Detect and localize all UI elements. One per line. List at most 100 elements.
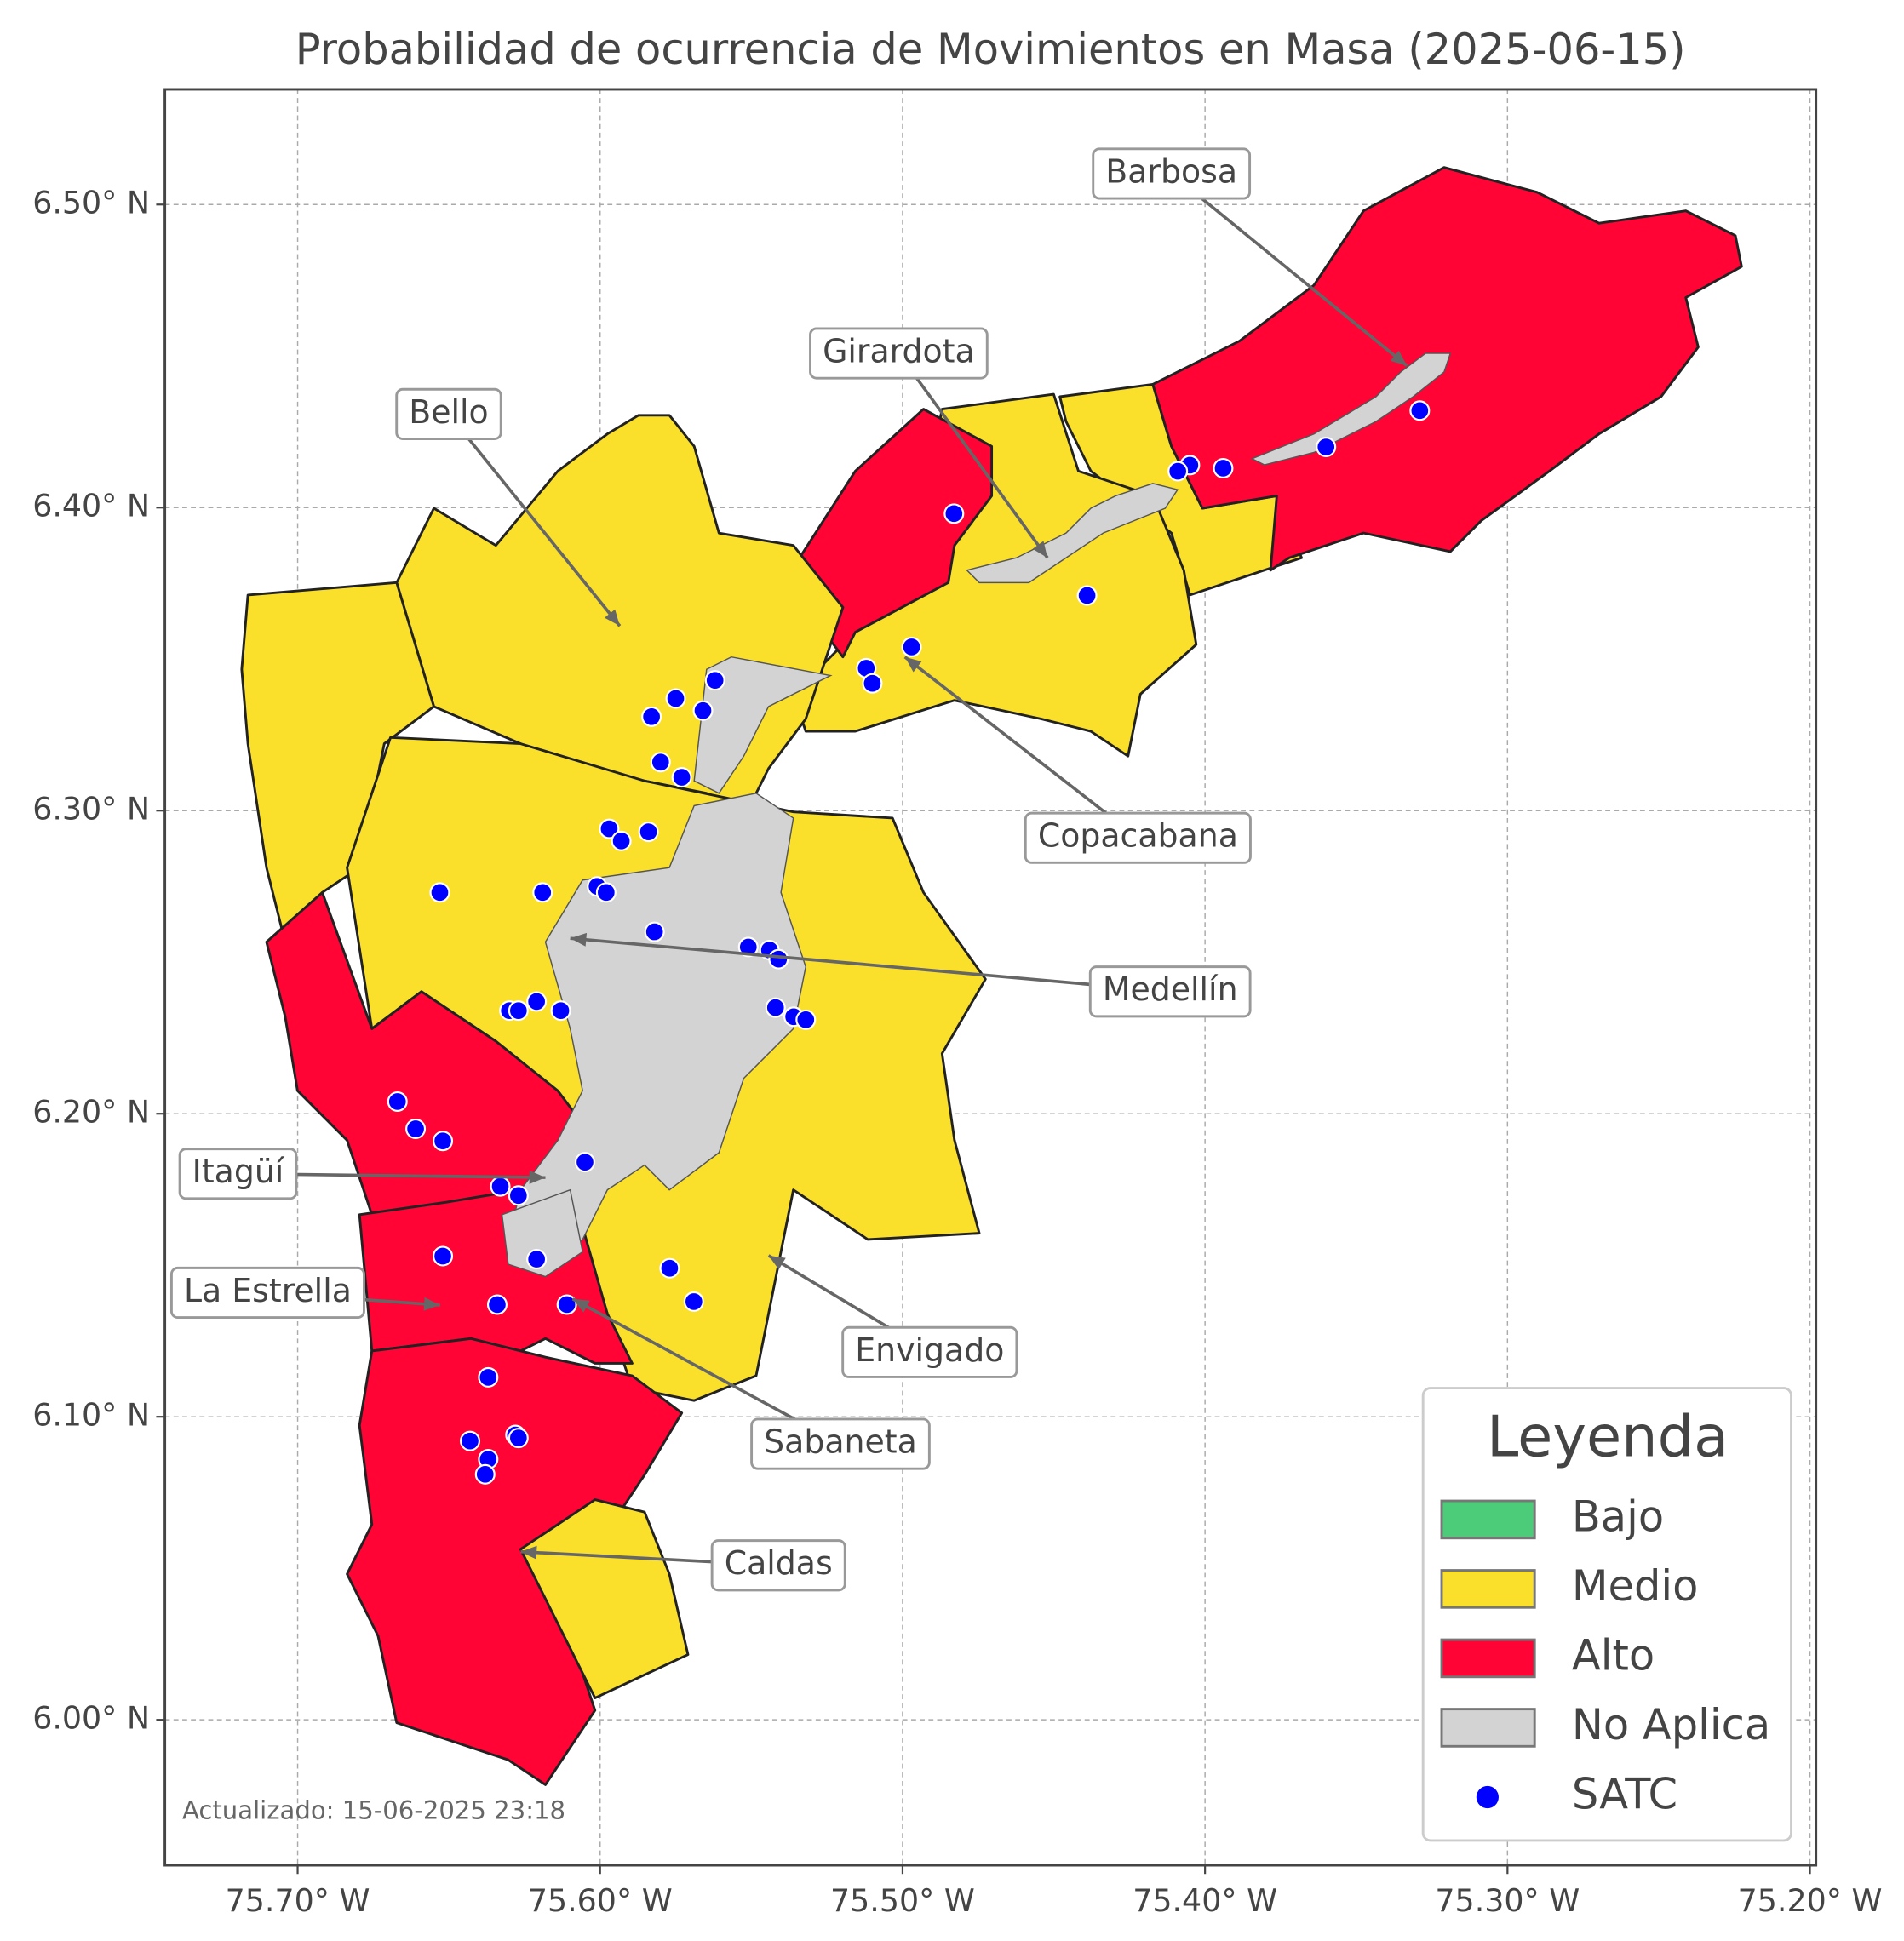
annotation-label: La Estrella: [184, 1272, 352, 1309]
legend-label: Alto: [1572, 1630, 1655, 1680]
annotation-box: [395, 387, 502, 440]
plot-frame: [163, 88, 1818, 1867]
satc-station: [768, 948, 789, 970]
legend-label: Bajo: [1572, 1492, 1664, 1541]
satc-station: [599, 818, 620, 839]
legend-label: No Aplica: [1572, 1700, 1770, 1749]
satc-station: [1409, 400, 1431, 421]
arrow-head: [1032, 541, 1048, 558]
arrow-head: [904, 656, 922, 673]
satc-station: [526, 991, 548, 1012]
legend-title: Leyenda: [1487, 1403, 1729, 1469]
arrow-head: [604, 609, 620, 627]
satc-station: [641, 706, 662, 727]
satc-station: [474, 1463, 496, 1485]
annotation-label: Caldas: [725, 1544, 833, 1582]
annotation-label: Envigado: [855, 1331, 1004, 1369]
satc-station: [943, 503, 965, 524]
y-tick-label: 6.20° N: [32, 1094, 150, 1131]
satc-station: [1316, 437, 1337, 458]
satc-station: [508, 1428, 529, 1449]
region-alto: [1151, 166, 1743, 572]
satc-station: [665, 688, 686, 709]
satc-station: [638, 822, 659, 843]
satc-station: [1213, 457, 1234, 478]
satc-station: [526, 1249, 548, 1270]
x-tick-label: 75.60° W: [528, 1882, 673, 1919]
satc-station: [490, 1176, 511, 1197]
y-tick-label: 6.10° N: [32, 1397, 150, 1434]
region-no-aplica: [501, 1188, 584, 1278]
satc-station: [574, 1152, 595, 1173]
arrow-head: [768, 1255, 786, 1270]
region-no-aplica: [508, 793, 806, 1265]
x-tick-label: 75.50° W: [830, 1882, 975, 1919]
legend-label: Medio: [1572, 1561, 1699, 1611]
satc-station: [387, 1091, 408, 1112]
footnote: Actualizado: 15-06-2025 23:18: [182, 1795, 565, 1824]
annotation-box: [1024, 811, 1252, 864]
satc-station: [556, 1294, 577, 1315]
arrow-head: [570, 932, 588, 947]
annotation-arrow: [897, 352, 1049, 559]
annotation-box: [809, 327, 989, 380]
annotation-box: [710, 1539, 846, 1592]
legend-swatch: [1440, 1499, 1536, 1540]
annotation-label: Itagüí: [192, 1153, 285, 1190]
region-no-aplica: [1250, 352, 1452, 466]
annotation-arrow: [447, 413, 622, 627]
satc-station: [862, 673, 883, 694]
satc-station: [692, 700, 714, 721]
annotation-label: Medellín: [1103, 970, 1238, 1008]
map-title: Probabilidad de ocurrencia de Movimiento…: [295, 25, 1686, 74]
satc-station: [478, 1366, 499, 1388]
satc-station: [508, 1000, 529, 1022]
satc-station: [659, 1257, 680, 1279]
annotation-box: [178, 1148, 298, 1200]
y-tick-label: 6.30° N: [32, 791, 150, 827]
satc-station: [595, 882, 617, 903]
satc-station: [433, 1245, 454, 1267]
satc-station: [405, 1118, 427, 1140]
region-no-aplica: [693, 656, 833, 794]
x-tick-label: 75.40° W: [1133, 1882, 1277, 1919]
satc-station: [795, 1009, 817, 1030]
annotation-label: Girardota: [823, 333, 975, 370]
region-no-aplica: [966, 483, 1179, 584]
annotation-box: [169, 1266, 365, 1320]
satc-station: [508, 1185, 529, 1206]
y-tick-label: 6.40° N: [32, 488, 150, 524]
annotation-arrow: [570, 936, 1171, 993]
legend-marker: [1476, 1785, 1499, 1809]
annotation-box: [841, 1325, 1018, 1378]
arrow-head: [423, 1297, 440, 1311]
satc-station: [671, 767, 692, 788]
annotation-label: Sabaneta: [764, 1423, 917, 1461]
annotation-label: Bello: [409, 393, 488, 431]
satc-station: [433, 1131, 454, 1152]
satc-station: [1076, 585, 1098, 606]
x-tick-label: 75.70° W: [226, 1882, 370, 1919]
annotation-arrow: [1170, 172, 1408, 368]
satc-station: [765, 997, 786, 1018]
satc-station: [459, 1430, 481, 1451]
annotation-label: Barbosa: [1105, 152, 1237, 190]
legend-swatch: [1440, 1708, 1536, 1748]
y-tick-label: 6.50° N: [32, 185, 150, 221]
arrow-head: [572, 1298, 590, 1313]
satc-station: [611, 830, 632, 851]
satc-station: [429, 882, 450, 903]
satc-station: [704, 670, 725, 691]
x-tick-label: 75.20° W: [1738, 1882, 1883, 1919]
satc-station: [532, 882, 553, 903]
annotation-box: [1088, 965, 1252, 1018]
satc-station: [650, 752, 671, 773]
annotation-box: [1092, 147, 1252, 200]
satc-station: [901, 636, 922, 657]
satc-station: [550, 1000, 571, 1022]
annotation-label: Copacabana: [1038, 817, 1238, 855]
y-tick-label: 6.00° N: [32, 1700, 150, 1737]
annotation-arrow: [903, 656, 1139, 839]
x-tick-label: 75.30° W: [1435, 1882, 1580, 1919]
